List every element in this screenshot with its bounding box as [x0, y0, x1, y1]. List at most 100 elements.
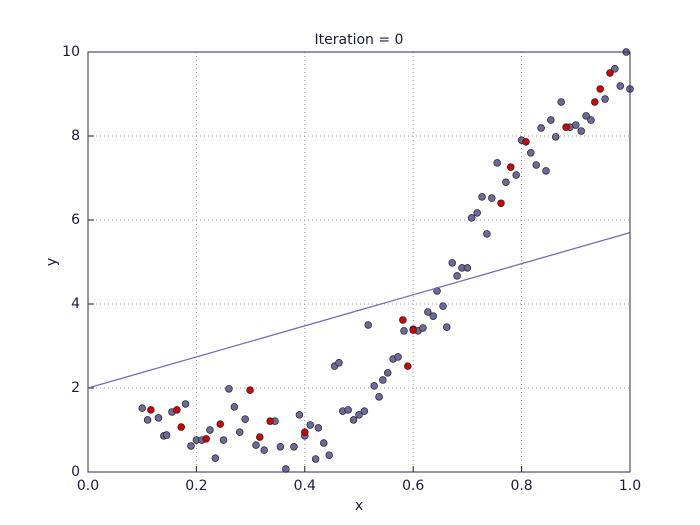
point [236, 428, 244, 436]
point [282, 465, 290, 473]
point [246, 386, 254, 394]
point [147, 406, 155, 414]
point [601, 95, 609, 103]
point [587, 116, 595, 124]
x-tick-label: 0.0 [77, 478, 99, 494]
point [463, 264, 472, 272]
point [276, 443, 285, 451]
plot-frame [87, 51, 631, 473]
point [439, 302, 447, 310]
point [448, 259, 456, 267]
point [394, 353, 402, 361]
y-tick-label: 6 [71, 212, 80, 228]
point [364, 321, 372, 329]
point [266, 417, 274, 425]
x-tick-label: 0.2 [185, 478, 207, 494]
point [537, 124, 545, 132]
point [562, 123, 570, 131]
point [311, 455, 320, 463]
point [611, 65, 619, 73]
point [551, 133, 560, 141]
point [360, 407, 369, 415]
point [532, 161, 540, 169]
fit-line [87, 231, 631, 389]
point [409, 326, 417, 334]
point [429, 312, 438, 320]
point [375, 393, 383, 401]
point [542, 167, 550, 175]
point [400, 327, 408, 335]
x-tick-label: 0.4 [294, 478, 316, 494]
point [138, 404, 146, 412]
point [522, 138, 530, 146]
point [547, 116, 555, 124]
point [512, 171, 520, 179]
point [252, 441, 260, 449]
point [443, 323, 451, 331]
point [320, 439, 328, 447]
point [483, 230, 491, 238]
point [527, 149, 535, 157]
point [399, 316, 407, 324]
point [473, 209, 481, 217]
point [256, 433, 264, 441]
point [325, 451, 333, 459]
point [143, 416, 152, 424]
point [177, 423, 185, 431]
point [404, 362, 412, 370]
point [467, 214, 476, 222]
point [206, 426, 214, 434]
point [616, 82, 624, 90]
point [507, 163, 515, 171]
x-tick-label: 0.6 [402, 478, 424, 494]
point [344, 406, 352, 414]
y-axis-label: y [44, 258, 60, 266]
point [453, 272, 461, 280]
point [211, 454, 220, 462]
point [493, 159, 501, 167]
point [306, 421, 314, 429]
x-tick-label: 0.8 [510, 478, 532, 494]
y-tick-label: 2 [71, 380, 80, 396]
point [557, 98, 565, 106]
point [241, 415, 249, 423]
point [216, 420, 224, 428]
y-tick-label: 4 [71, 296, 80, 312]
point [419, 324, 427, 332]
point [219, 436, 228, 444]
point [202, 435, 210, 443]
y-tick-label: 8 [71, 128, 80, 144]
point [301, 428, 309, 436]
point [572, 121, 580, 129]
point [260, 446, 268, 454]
point [424, 308, 432, 316]
point [335, 359, 343, 367]
point [370, 382, 378, 390]
x-axis-label: x [355, 498, 363, 514]
point [488, 194, 496, 202]
point [314, 424, 323, 432]
chart-title: Iteration = 0 [315, 32, 404, 48]
point [173, 406, 181, 414]
point [596, 85, 604, 93]
point [295, 411, 304, 419]
point [230, 403, 239, 411]
point [383, 369, 392, 377]
point [225, 385, 233, 393]
point [162, 431, 171, 439]
x-tick-label: 1.0 [619, 478, 641, 494]
point [349, 416, 358, 424]
point [187, 442, 195, 450]
point [290, 443, 298, 451]
point [577, 127, 585, 135]
y-tick-label: 0 [71, 464, 80, 480]
point [591, 98, 599, 106]
point [355, 411, 363, 419]
point [478, 193, 486, 201]
point [497, 199, 505, 207]
point [606, 69, 614, 77]
point [502, 178, 510, 186]
point [379, 376, 387, 384]
point [181, 400, 190, 408]
